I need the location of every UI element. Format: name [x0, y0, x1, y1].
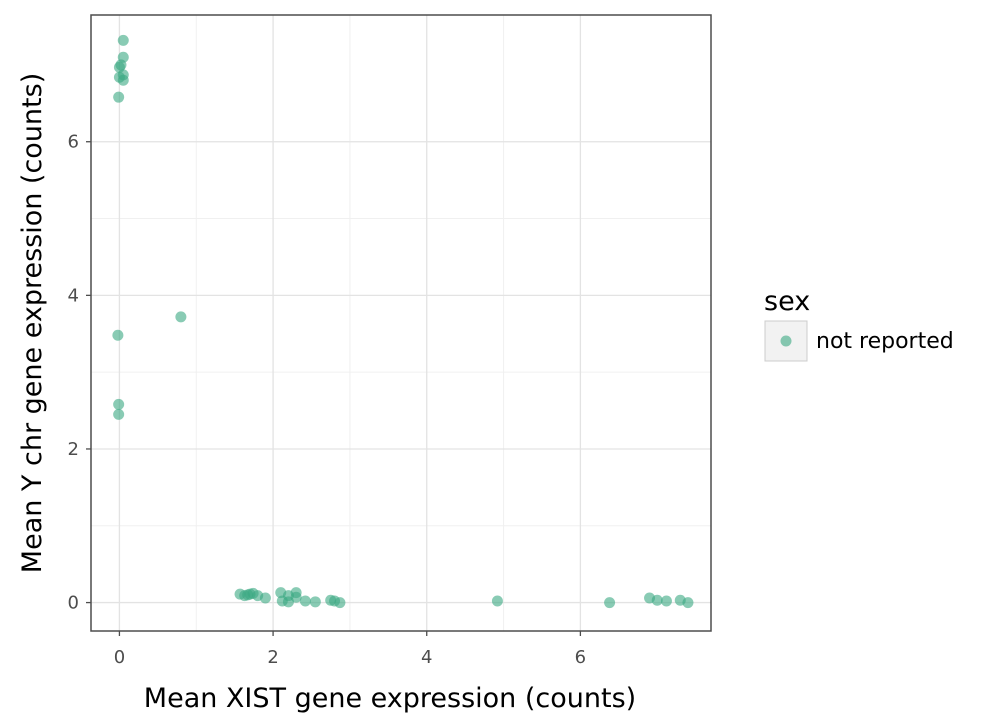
- y-tick-label: 0: [68, 593, 79, 614]
- data-point: [682, 597, 694, 609]
- y-tick-label: 4: [68, 285, 79, 306]
- plot-panel-border: [90, 14, 712, 632]
- x-axis-ticks: 0 2 4 6: [114, 631, 586, 668]
- x-tick-label: 4: [421, 647, 432, 668]
- y-axis-ticks: 0 2 4 6: [68, 132, 91, 614]
- data-point: [290, 591, 302, 603]
- legend-title: sex: [764, 286, 810, 317]
- x-tick-label: 2: [267, 647, 278, 668]
- data-point: [175, 311, 187, 323]
- data-point: [660, 595, 672, 607]
- data-point: [112, 329, 124, 341]
- y-tick-label: 6: [68, 132, 79, 153]
- data-points: [112, 34, 694, 609]
- major-grid: [91, 15, 711, 631]
- y-axis-title: Mean Y chr gene expression (counts): [17, 73, 48, 573]
- legend-key-marker: [780, 335, 792, 347]
- data-point: [113, 91, 125, 103]
- data-point: [117, 34, 129, 46]
- data-point: [117, 74, 129, 86]
- data-point: [651, 594, 663, 606]
- data-point: [113, 408, 125, 420]
- x-tick-label: 0: [114, 647, 125, 668]
- data-point: [299, 595, 311, 607]
- data-point: [259, 592, 271, 604]
- y-tick-label: 2: [68, 439, 79, 460]
- data-point: [334, 597, 346, 609]
- legend: sex not reported: [764, 286, 954, 362]
- data-point: [309, 596, 321, 608]
- x-axis-title: Mean XIST gene expression (counts): [144, 683, 636, 714]
- data-point: [604, 597, 616, 609]
- data-point: [491, 595, 503, 607]
- x-tick-label: 6: [575, 647, 586, 668]
- minor-grid: [91, 15, 711, 631]
- data-point: [113, 398, 125, 410]
- legend-label-not-reported: not reported: [816, 329, 954, 354]
